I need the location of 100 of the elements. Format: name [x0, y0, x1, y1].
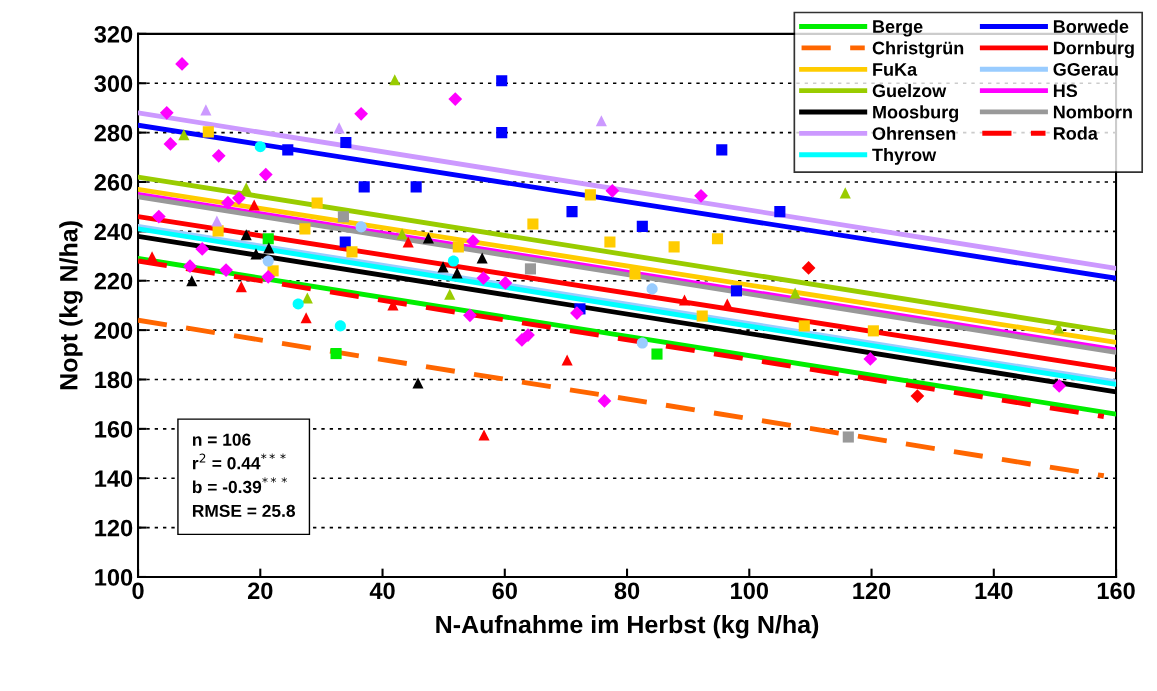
- point: [694, 188, 708, 203]
- y-tick-label: 220: [94, 272, 133, 290]
- annotation: n = 106: [192, 433, 251, 446]
- x-tick-label: 40: [369, 582, 395, 600]
- point: [146, 251, 158, 263]
- legend-label: Nomborn: [1053, 105, 1132, 119]
- legend-label: Ohrensen: [872, 126, 956, 140]
- point: [496, 75, 508, 87]
- point: [476, 271, 491, 285]
- point: [867, 325, 879, 337]
- point: [422, 232, 434, 244]
- point: [863, 352, 878, 366]
- y-tick-label: 100: [95, 569, 133, 586]
- legend-label: Borwede: [1053, 19, 1129, 33]
- point: [605, 184, 620, 198]
- x-tick-label: 140: [975, 582, 1013, 600]
- point: [584, 189, 596, 201]
- point: [604, 236, 616, 248]
- point: [178, 129, 190, 141]
- point: [354, 106, 369, 121]
- point: [437, 261, 449, 273]
- point: [636, 337, 648, 349]
- point: [842, 431, 854, 443]
- y-tick-label: 240: [94, 223, 133, 241]
- point: [258, 167, 273, 182]
- point: [910, 389, 925, 403]
- point: [451, 267, 463, 279]
- point: [789, 287, 801, 299]
- point: [452, 241, 464, 253]
- y-axis-title: Nopt (kg N/ha): [59, 221, 83, 390]
- point: [412, 377, 424, 389]
- y-tick-label: 120: [95, 519, 133, 537]
- y-tick-label: 140: [95, 470, 133, 488]
- point: [527, 218, 539, 230]
- x-tick-label: 160: [1097, 582, 1135, 600]
- point: [340, 136, 352, 149]
- x-tick-label: 60: [492, 582, 517, 600]
- point: [299, 223, 311, 235]
- point: [696, 310, 708, 322]
- point: [447, 255, 459, 267]
- point: [232, 191, 246, 205]
- point: [570, 306, 584, 320]
- point: [801, 261, 816, 275]
- y-tick-label: 300: [94, 75, 133, 93]
- point: [221, 195, 235, 210]
- point: [478, 429, 490, 441]
- point: [346, 246, 358, 258]
- point: [636, 220, 648, 232]
- x-tick-label: 0: [132, 582, 144, 600]
- annotation: b = -0.39$^{***}$: [192, 477, 287, 494]
- point: [629, 268, 641, 280]
- point: [410, 181, 422, 193]
- legend-label: Thyrow: [872, 148, 937, 165]
- point: [292, 298, 304, 310]
- y-tick-label: 200: [94, 322, 133, 339]
- point: [282, 144, 294, 156]
- point: [566, 206, 578, 218]
- legend-label: HS: [1053, 84, 1078, 98]
- point: [330, 348, 342, 360]
- point: [219, 263, 233, 277]
- y-tick-label: 260: [94, 174, 133, 191]
- point: [716, 144, 728, 156]
- point: [668, 241, 680, 253]
- point: [211, 215, 223, 227]
- point: [396, 228, 408, 240]
- y-tick-label: 160: [95, 420, 133, 438]
- point: [250, 248, 262, 260]
- point: [211, 148, 226, 163]
- point: [678, 294, 691, 306]
- point: [202, 126, 214, 138]
- point: [646, 283, 658, 295]
- legend-label: Guelzow: [872, 83, 947, 98]
- point: [254, 141, 266, 153]
- point: [730, 285, 743, 297]
- x-tick-label: 80: [614, 582, 640, 600]
- point: [402, 236, 414, 248]
- point: [339, 236, 351, 248]
- point: [334, 320, 346, 332]
- point: [337, 211, 349, 223]
- legend-label: FuKa: [873, 63, 918, 76]
- point: [358, 181, 370, 193]
- point: [444, 288, 456, 300]
- x-tick-label: 100: [731, 582, 769, 600]
- legend-label: Roda: [1053, 126, 1098, 140]
- point: [163, 137, 178, 151]
- point: [651, 348, 663, 360]
- point: [466, 234, 480, 249]
- point: [498, 276, 513, 290]
- point: [151, 209, 166, 224]
- point: [235, 281, 247, 293]
- point: [798, 320, 810, 332]
- point: [195, 242, 210, 256]
- legend-label: Moosburg: [873, 105, 959, 123]
- annotation: RMSE = 25.8: [192, 504, 296, 518]
- legend-label: Dornburg: [1053, 41, 1134, 58]
- y-tick-label: 320: [94, 25, 133, 43]
- legend-label: Berge: [873, 20, 923, 37]
- y-tick-label: 180: [95, 371, 133, 389]
- x-tick-label: 120: [853, 582, 891, 600]
- point: [524, 263, 537, 275]
